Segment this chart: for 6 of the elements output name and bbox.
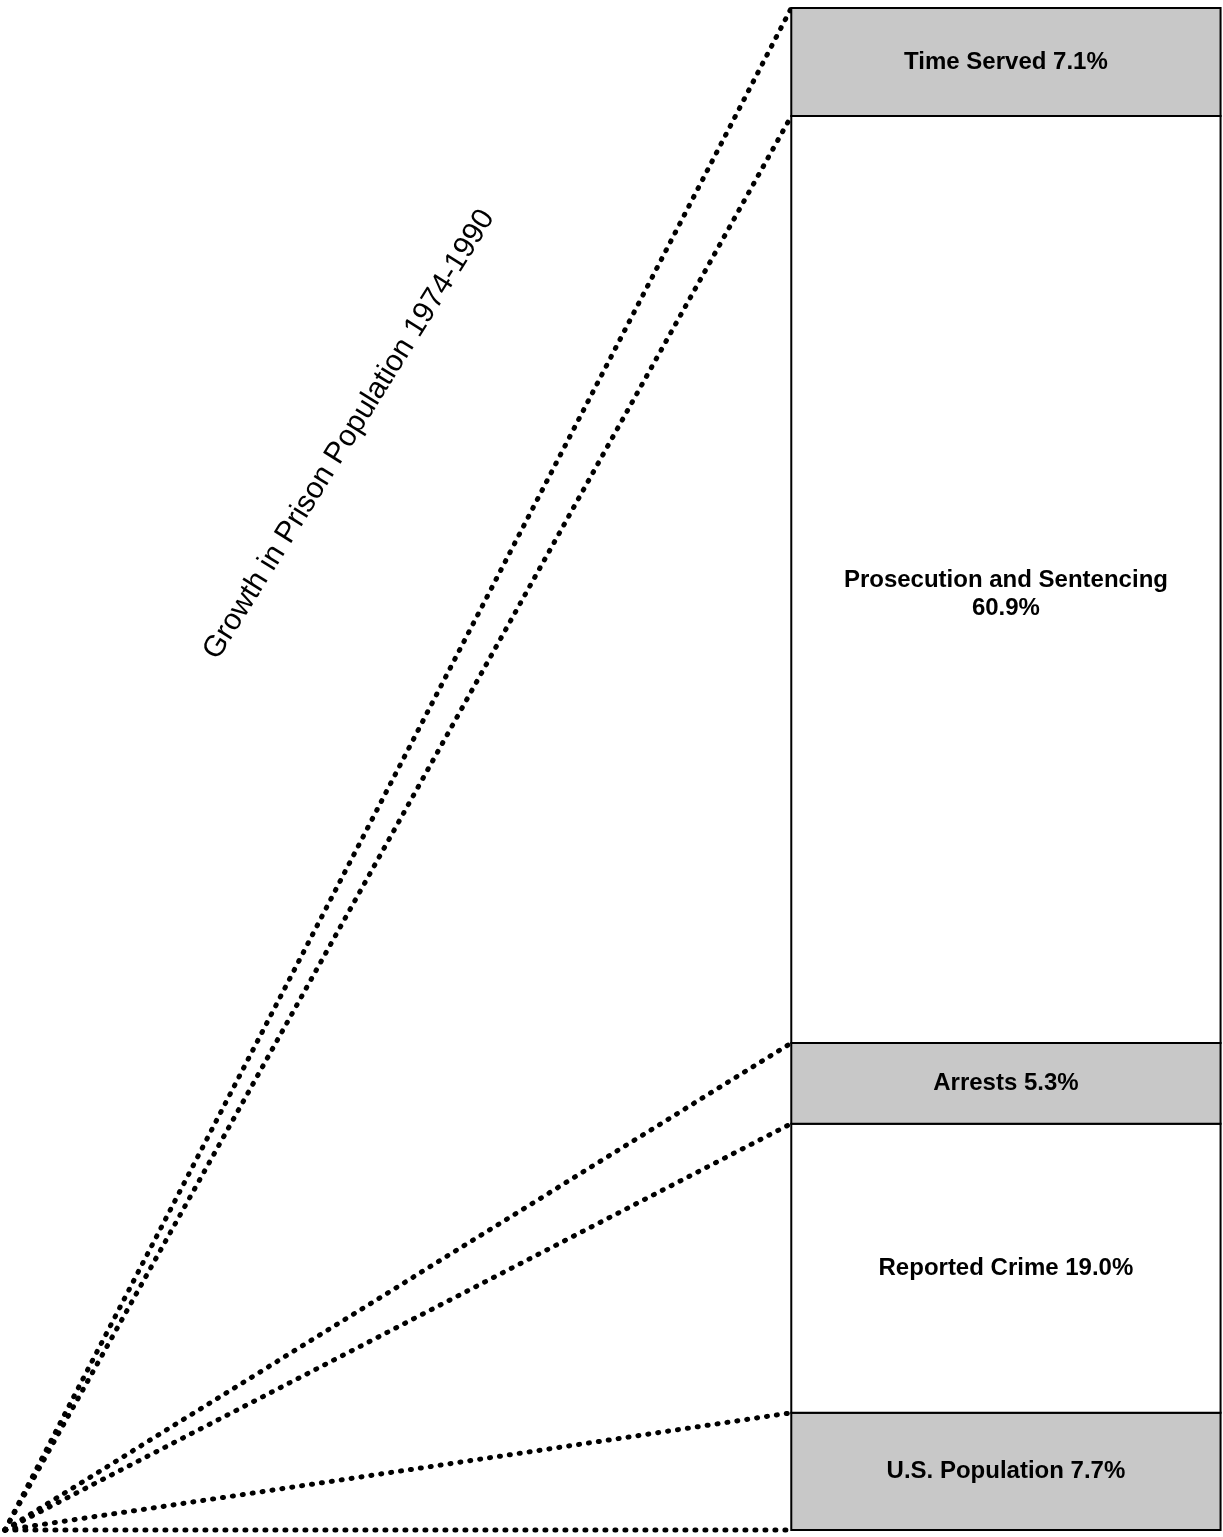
series-label: Prosecution and Sentencing (843, 564, 1168, 592)
data-label: 60.9% (971, 592, 1040, 620)
text: U.S. Population 7.7% (886, 1456, 1126, 1484)
text: Arrests 5.3% (933, 1068, 1079, 1096)
text: Reported Crime 19.0% (878, 1253, 1134, 1281)
text: Time Served 7.1% (904, 47, 1108, 75)
